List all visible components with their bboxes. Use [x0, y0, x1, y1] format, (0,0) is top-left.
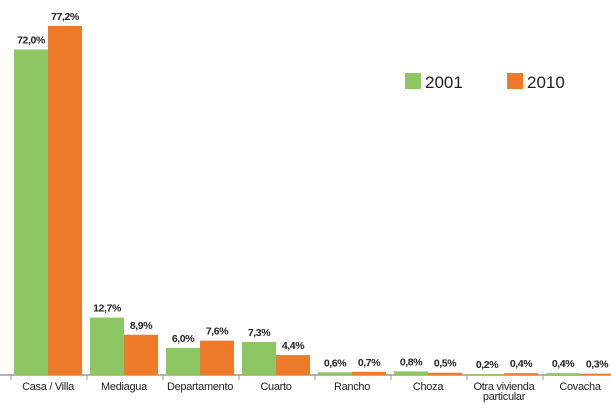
- value-label: 0,4%: [552, 358, 575, 370]
- bar: [470, 374, 504, 375]
- value-label: 12,7%: [93, 303, 122, 315]
- bar: [48, 25, 82, 375]
- value-label: 72,0%: [17, 34, 46, 46]
- x-tick-label: Casa / Villa: [22, 381, 75, 393]
- bar: [242, 341, 276, 375]
- bar: [200, 340, 234, 375]
- legend-label: 2010: [527, 73, 565, 92]
- value-label: 4,4%: [282, 340, 305, 352]
- x-tick-label: Rancho: [334, 381, 370, 393]
- bar: [124, 334, 158, 375]
- x-tick-label: Departamento: [167, 381, 233, 393]
- x-tick-label: Covacha: [559, 381, 601, 393]
- value-label: 0,3%: [586, 359, 609, 371]
- bar: [580, 373, 611, 375]
- bar: [14, 49, 48, 375]
- x-tick-label: Mediagua: [101, 381, 148, 393]
- bar: [276, 355, 310, 375]
- value-label: 0,6%: [324, 357, 347, 369]
- value-label: 0,4%: [510, 358, 533, 370]
- legend-swatch: [507, 73, 523, 89]
- bar: [90, 317, 124, 375]
- value-label: 6,0%: [172, 333, 195, 345]
- bar: [166, 347, 200, 375]
- value-label: 0,2%: [476, 359, 499, 371]
- value-label: 7,3%: [248, 327, 271, 339]
- bar: [318, 372, 352, 375]
- bar: [428, 372, 462, 375]
- x-tick-label: Choza: [413, 381, 444, 393]
- x-tick-label: Otra vivienda particular: [474, 381, 536, 403]
- bar: [504, 373, 538, 375]
- x-tick-label: Cuarto: [260, 381, 291, 393]
- legend-swatch: [405, 73, 421, 89]
- value-label: 0,5%: [434, 358, 457, 370]
- value-label: 7,6%: [206, 326, 229, 338]
- value-label: 8,9%: [130, 320, 153, 332]
- bar: [546, 373, 580, 375]
- value-label: 0,8%: [400, 356, 423, 368]
- value-label: 77,2%: [51, 11, 80, 23]
- bar: [394, 371, 428, 375]
- value-label: 0,7%: [358, 357, 381, 369]
- legend-label: 2001: [425, 73, 463, 92]
- bar: [352, 371, 386, 375]
